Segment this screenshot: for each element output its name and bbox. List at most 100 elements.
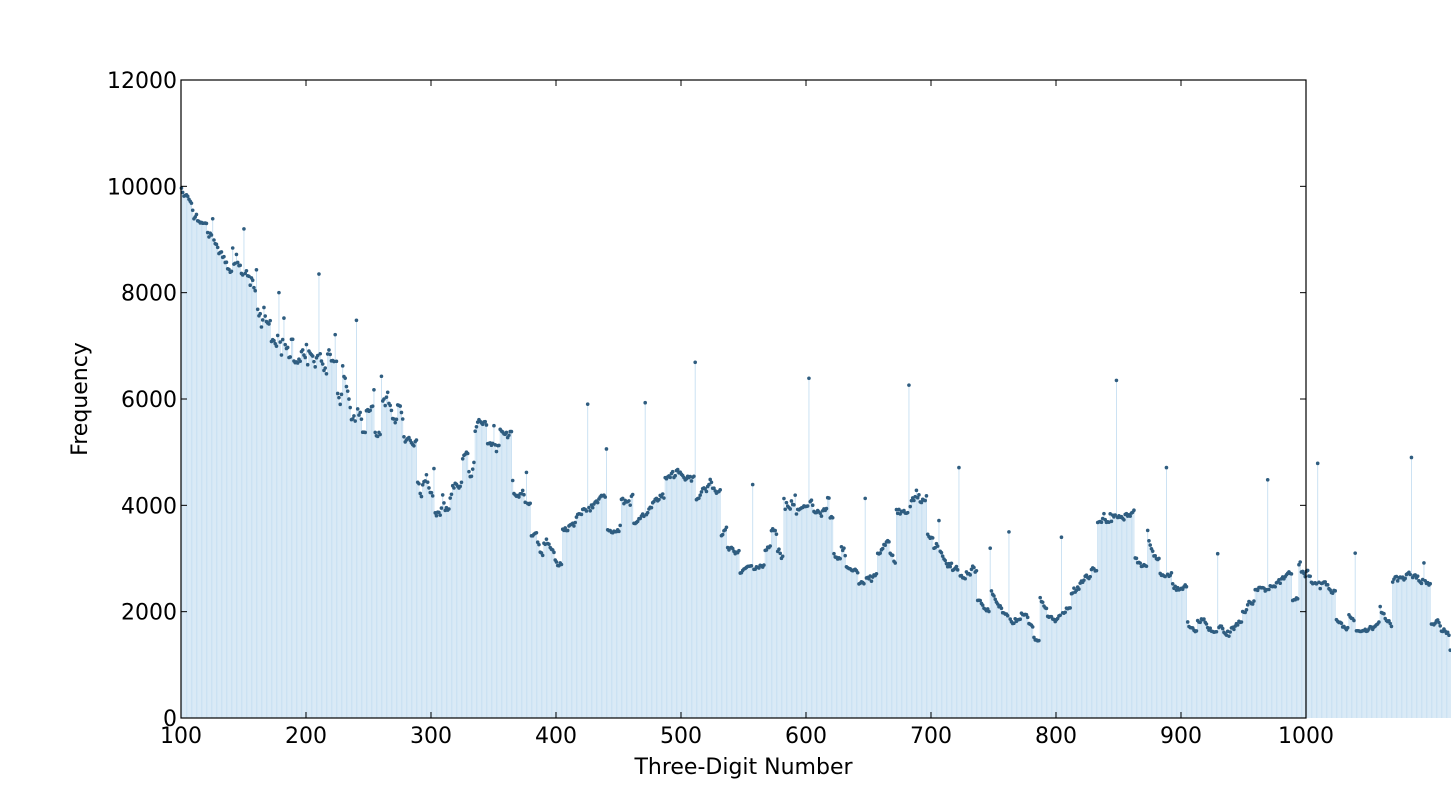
bar: [1139, 563, 1141, 718]
data-point: [579, 512, 584, 517]
data-point: [389, 408, 394, 413]
bar: [456, 484, 457, 718]
bar: [411, 442, 412, 718]
bar: [869, 575, 871, 718]
bar: [942, 556, 944, 718]
bar: [1396, 576, 1397, 718]
bar: [1104, 519, 1106, 718]
bar: [601, 495, 602, 718]
data-point: [1227, 634, 1231, 638]
bar: [448, 509, 450, 718]
bar: [1251, 603, 1252, 718]
bar: [202, 223, 204, 719]
bar: [922, 499, 924, 718]
data-point: [718, 488, 722, 492]
bar: [1443, 629, 1445, 718]
data-point: [300, 348, 305, 352]
bar: [397, 404, 399, 718]
bar: [1103, 513, 1105, 718]
data-point: [788, 507, 792, 511]
data-point: [267, 322, 271, 326]
data-point: [238, 263, 242, 268]
bar: [1219, 626, 1221, 718]
bar: [1366, 631, 1367, 718]
data-point: [1297, 562, 1301, 567]
bar: [418, 483, 420, 718]
x-axis-label: Three-Digit Number: [633, 755, 853, 780]
data-point: [1228, 630, 1232, 634]
bar: [871, 581, 872, 718]
bar: [1361, 631, 1362, 718]
bar: [344, 378, 346, 718]
bar: [722, 534, 724, 718]
bar: [1394, 576, 1396, 718]
bar: [1149, 545, 1151, 718]
bar: [748, 566, 750, 718]
data-point: [1132, 508, 1136, 513]
data-point: [1005, 613, 1010, 618]
bar: [978, 600, 980, 718]
bar: [724, 529, 726, 718]
bar: [1244, 612, 1246, 718]
data-point: [762, 563, 766, 567]
bar: [1091, 569, 1092, 718]
bar: [611, 532, 612, 718]
bar: [263, 307, 265, 718]
bar: [433, 468, 435, 718]
bar: [923, 500, 925, 718]
bar: [407, 438, 409, 718]
bar: [1312, 583, 1314, 718]
bar: [784, 509, 786, 718]
bar: [321, 361, 322, 718]
data-point: [573, 520, 577, 525]
bar: [639, 518, 641, 718]
bar: [887, 540, 889, 718]
data-point: [473, 429, 478, 434]
bar: [282, 339, 284, 718]
bar: [764, 550, 766, 718]
data-point: [304, 342, 309, 347]
bar: [1106, 522, 1107, 718]
bar: [718, 491, 720, 718]
bar: [719, 489, 721, 718]
bar: [389, 405, 391, 718]
bar: [542, 555, 544, 718]
data-point: [662, 496, 666, 500]
bar: [1277, 582, 1279, 718]
bar: [1328, 588, 1330, 718]
bar: [392, 418, 394, 718]
bar: [199, 222, 201, 718]
bar: [213, 240, 215, 718]
bar: [1333, 590, 1335, 718]
data-point: [874, 572, 879, 576]
bar: [292, 339, 294, 718]
bar: [1256, 589, 1257, 718]
bar: [379, 434, 381, 718]
data-point: [1215, 551, 1220, 556]
data-point: [944, 561, 949, 566]
bar: [453, 488, 455, 718]
bar: [911, 500, 912, 718]
data-point: [268, 318, 273, 323]
bar: [219, 252, 221, 719]
bar: [788, 507, 790, 718]
bar: [269, 320, 271, 718]
bar: [439, 515, 441, 718]
bar: [1242, 611, 1244, 718]
bar: [733, 551, 735, 718]
bar: [704, 488, 706, 718]
bar: [791, 500, 792, 718]
data-point: [242, 227, 246, 231]
data-point: [807, 376, 811, 381]
bar: [446, 507, 447, 718]
bar: [467, 453, 469, 718]
bar: [1194, 631, 1196, 718]
data-point: [180, 190, 185, 195]
bar: [563, 530, 565, 718]
bar: [966, 571, 967, 718]
bar: [1014, 618, 1016, 718]
bar: [779, 553, 781, 718]
data-point: [253, 288, 257, 293]
bar: [324, 368, 326, 718]
bar: [206, 223, 207, 718]
